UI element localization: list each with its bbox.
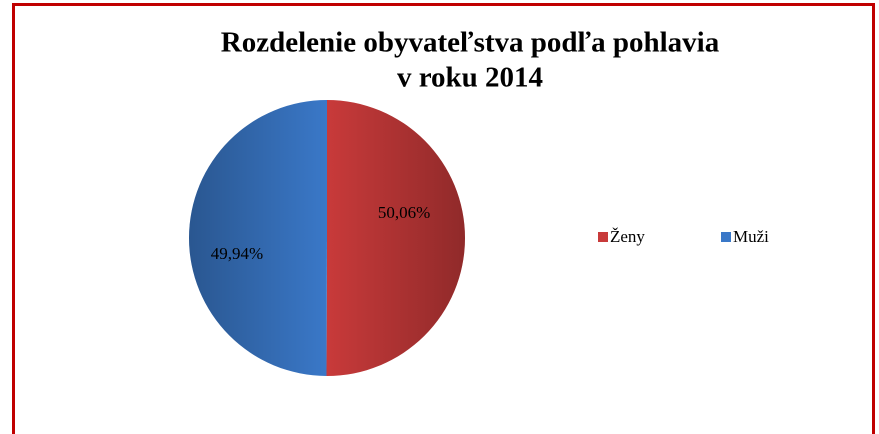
pie-slice xyxy=(326,100,466,376)
frame xyxy=(12,3,875,434)
data-label: 49,94% xyxy=(211,244,263,263)
legend-swatch xyxy=(721,232,731,242)
legend-label: Ženy xyxy=(610,227,645,246)
data-label: 50,06% xyxy=(378,203,430,222)
chart-title: Rozdelenie obyvateľstva podľa pohlavia xyxy=(221,27,720,59)
legend-label: Muži xyxy=(733,227,769,246)
pie-slice xyxy=(189,100,327,376)
legend-swatch xyxy=(598,232,608,242)
chart-title: v roku 2014 xyxy=(397,62,543,94)
